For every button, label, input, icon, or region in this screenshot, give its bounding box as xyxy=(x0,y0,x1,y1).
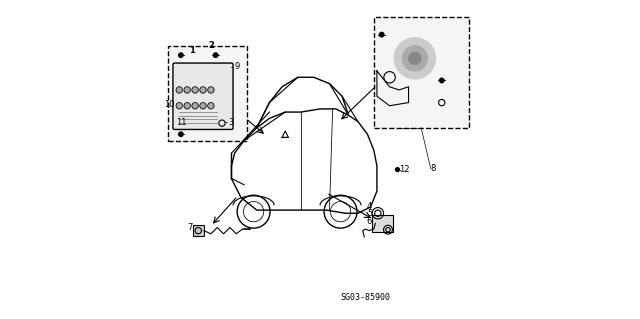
Circle shape xyxy=(394,38,435,79)
Text: SG03-85900: SG03-85900 xyxy=(340,293,390,302)
Text: 11: 11 xyxy=(175,118,186,127)
Text: 12: 12 xyxy=(399,165,410,174)
Circle shape xyxy=(402,46,428,71)
Bar xyxy=(168,46,247,141)
Bar xyxy=(372,215,393,232)
Circle shape xyxy=(179,53,183,57)
Circle shape xyxy=(208,103,214,109)
Bar xyxy=(374,17,468,128)
Circle shape xyxy=(200,103,206,109)
Text: 2: 2 xyxy=(208,41,214,50)
Circle shape xyxy=(192,87,198,93)
Circle shape xyxy=(208,87,214,93)
Circle shape xyxy=(408,52,421,65)
Bar xyxy=(193,225,204,236)
Text: 8: 8 xyxy=(431,164,436,173)
Text: 4: 4 xyxy=(367,202,372,211)
Circle shape xyxy=(213,53,218,57)
Text: 3: 3 xyxy=(228,118,234,127)
Circle shape xyxy=(192,103,198,109)
Circle shape xyxy=(200,87,206,93)
FancyBboxPatch shape xyxy=(173,63,233,130)
Circle shape xyxy=(176,87,182,93)
Circle shape xyxy=(396,168,399,172)
Circle shape xyxy=(380,33,384,37)
Text: 1: 1 xyxy=(189,46,195,55)
Circle shape xyxy=(176,103,182,109)
Circle shape xyxy=(179,132,183,137)
Text: 9: 9 xyxy=(235,62,240,71)
Circle shape xyxy=(440,78,444,83)
Text: 5: 5 xyxy=(367,209,372,218)
Text: 6: 6 xyxy=(367,217,372,226)
Text: 10: 10 xyxy=(164,100,175,109)
Text: 7: 7 xyxy=(188,223,193,232)
Circle shape xyxy=(184,103,190,109)
Circle shape xyxy=(184,87,190,93)
